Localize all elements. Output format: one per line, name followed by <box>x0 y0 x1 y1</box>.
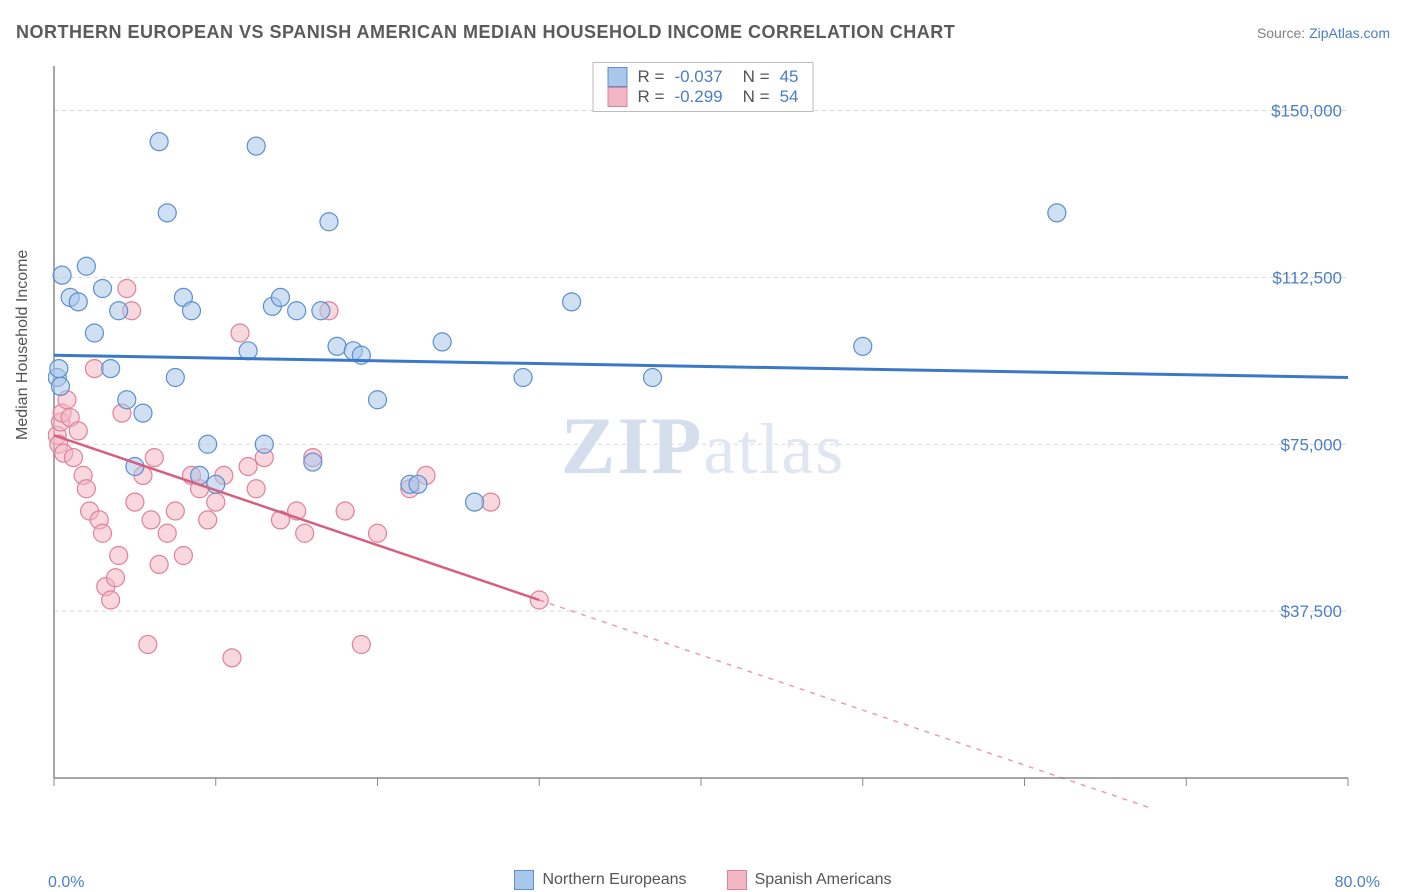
svg-text:$75,000: $75,000 <box>1281 435 1342 454</box>
legend-item-spanish: Spanish Americans <box>727 870 892 890</box>
r-value-2: -0.299 <box>674 87 722 107</box>
n-value-2: 54 <box>780 87 799 107</box>
source-link[interactable]: ZipAtlas.com <box>1309 25 1390 41</box>
legend-item-northern: Northern Europeans <box>514 870 686 890</box>
n-value-1: 45 <box>780 67 799 87</box>
svg-text:$37,500: $37,500 <box>1281 602 1342 621</box>
page-title: NORTHERN EUROPEAN VS SPANISH AMERICAN ME… <box>16 22 955 43</box>
legend-swatch-northern <box>514 870 534 890</box>
source-attribution: Source: ZipAtlas.com <box>1257 25 1390 41</box>
legend-label-spanish: Spanish Americans <box>755 871 892 889</box>
chart-container: $37,500 $75,000 $112,500 $150,000 <box>48 58 1368 808</box>
legend-swatch-spanish <box>727 870 747 890</box>
header: NORTHERN EUROPEAN VS SPANISH AMERICAN ME… <box>16 22 1390 43</box>
source-label: Source: <box>1257 25 1305 41</box>
y-axis-label: Median Household Income <box>14 250 32 440</box>
r-value-1: -0.037 <box>674 67 722 87</box>
correlation-row-2: R = -0.299 N = 54 <box>608 87 799 107</box>
svg-text:$112,500: $112,500 <box>1272 268 1342 287</box>
correlation-row-1: R = -0.037 N = 45 <box>608 67 799 87</box>
series-legend: Northern Europeans Spanish Americans <box>0 870 1406 890</box>
scatter-chart: $37,500 $75,000 $112,500 $150,000 <box>48 58 1368 808</box>
legend-label-northern: Northern Europeans <box>542 871 686 889</box>
svg-text:$150,000: $150,000 <box>1271 102 1342 121</box>
swatch-northern <box>608 67 628 87</box>
correlation-legend: R = -0.037 N = 45 R = -0.299 N = 54 <box>593 62 814 112</box>
swatch-spanish <box>608 87 628 107</box>
